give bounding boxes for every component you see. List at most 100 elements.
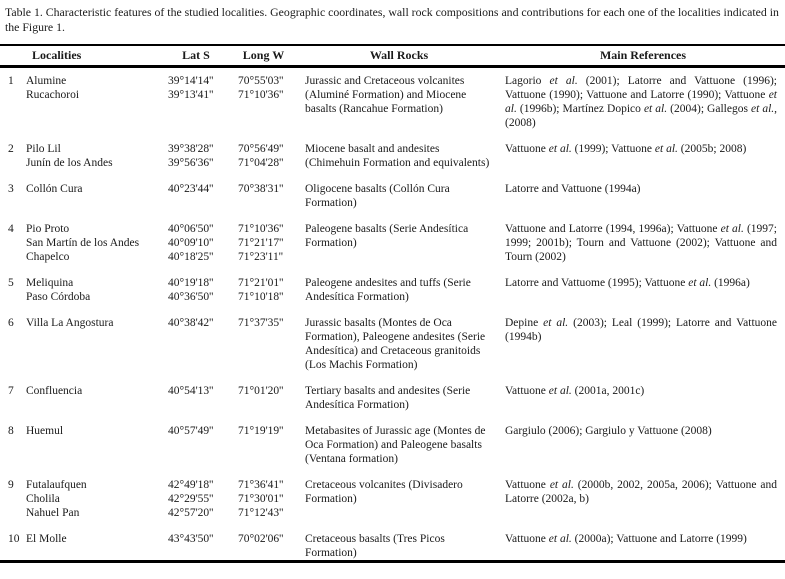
longitude-value: 71°10'36'' xyxy=(238,89,284,101)
latitude-values: 40°57'49'' xyxy=(168,424,238,466)
row-number: 7 xyxy=(8,385,14,397)
row-number: 4 xyxy=(8,223,14,235)
wall-rocks-cell: Oligocene basalts (Collón Cura Formation… xyxy=(305,183,450,209)
column-header-localities: Localities xyxy=(32,48,82,62)
longitude-value: 71°04'28'' xyxy=(238,157,284,169)
table-row: 7 Confluencia 40°54'13'' 71°01'20'' Tertiary… xyxy=(8,384,785,412)
latitude-values: 40°23'44'' xyxy=(168,182,238,210)
latitude-values: 40°38'42'' xyxy=(168,316,238,372)
references-cell: Gargiulo (2006); Gargiulo y Vattuone (20… xyxy=(505,425,712,437)
table-header-row: Localities Lat S Long W Wall Rocks Main … xyxy=(0,46,785,65)
latitude-value: 40°23'44'' xyxy=(168,183,214,195)
table-row: 4 Pio Proto San Martín de los Andes Chapelc… xyxy=(8,222,785,264)
latitude-values: 40°19'18'' 40°36'50'' xyxy=(168,276,238,304)
locality-names: Pilo Lil Junín de los Andes xyxy=(26,142,168,170)
locality-name: Pilo Lil xyxy=(26,143,61,155)
references-cell: Latorre and Vattuome (1995); Vattuone et… xyxy=(505,277,750,289)
locality-name: Huemul xyxy=(26,425,64,437)
latitude-value: 39°13'41'' xyxy=(168,89,214,101)
locality-name: Cholila xyxy=(26,493,60,505)
longitude-values: 70°55'03'' 71°10'36'' xyxy=(238,74,305,130)
locality-names: Alumine Rucachoroi xyxy=(26,74,168,130)
locality-name: El Molle xyxy=(26,533,67,545)
longitude-values: 71°01'20'' xyxy=(238,384,305,412)
longitude-value: 71°37'35'' xyxy=(238,317,284,329)
row-number: 1 xyxy=(8,75,14,87)
bottom-rule xyxy=(0,560,785,563)
table-body: 1 Alumine Rucachoroi 39°14'14'' 39°13'41'' 70… xyxy=(0,68,785,560)
latitude-values: 40°54'13'' xyxy=(168,384,238,412)
table-row: 8 Huemul 40°57'49'' 71°19'19'' Metabasites o… xyxy=(8,424,785,466)
references-cell: Lagorio et al. (2001); Latorre and Vattu… xyxy=(505,75,778,129)
longitude-value: 70°55'03'' xyxy=(238,75,284,87)
latitude-value: 40°19'18'' xyxy=(168,277,214,289)
row-number: 10 xyxy=(8,533,20,545)
wall-rocks-cell: Paleogene basalts (Serie Andesítica Form… xyxy=(305,223,469,249)
latitude-value: 43°43'50'' xyxy=(168,533,214,545)
column-header-main-references: Main References xyxy=(599,48,687,62)
locality-name: Futalaufquen xyxy=(26,479,87,491)
locality-names: El Molle xyxy=(26,532,168,560)
locality-name: San Martín de los Andes xyxy=(26,237,140,249)
longitude-value: 71°12'43'' xyxy=(238,507,284,519)
latitude-value: 42°29'55'' xyxy=(168,493,214,505)
longitude-values: 71°36'41'' 71°30'01'' 71°12'43'' xyxy=(238,478,305,520)
latitude-value: 42°49'18'' xyxy=(168,479,214,491)
latitude-values: 39°38'28'' 39°56'36'' xyxy=(168,142,238,170)
longitude-values: 70°02'06'' xyxy=(238,532,305,560)
row-number: 2 xyxy=(8,143,14,155)
latitude-value: 40°57'49'' xyxy=(168,425,214,437)
locality-name: Alumine xyxy=(26,75,67,87)
locality-names: Meliquina Paso Córdoba xyxy=(26,276,168,304)
longitude-value: 71°10'18'' xyxy=(238,291,284,303)
locality-names: Collón Cura xyxy=(26,182,168,210)
column-header-wall-rocks: Wall Rocks xyxy=(369,48,429,62)
longitude-value: 71°10'36'' xyxy=(238,223,284,235)
references-cell: Vattuone and Latorre (1994, 1996a); Vatt… xyxy=(505,223,777,263)
longitude-values: 70°56'49'' 71°04'28'' xyxy=(238,142,305,170)
latitude-value: 39°56'36'' xyxy=(168,157,214,169)
wall-rocks-cell: Metabasites of Jurassic age (Montes de O… xyxy=(305,425,486,465)
longitude-values: 71°19'19'' xyxy=(238,424,305,466)
locality-name: Paso Córdoba xyxy=(26,291,91,303)
locality-name: Chapelco xyxy=(26,251,70,263)
latitude-value: 40°06'50'' xyxy=(168,223,214,235)
table-row: 3 Collón Cura 40°23'44'' 70°38'31'' Oligocen… xyxy=(8,182,785,210)
top-rule xyxy=(0,44,785,46)
latitude-value: 40°18'25'' xyxy=(168,251,214,263)
locality-name: Villa La Angostura xyxy=(26,317,114,329)
latitude-values: 40°06'50'' 40°09'10'' 40°18'25'' xyxy=(168,222,238,264)
longitude-value: 71°01'20'' xyxy=(238,385,284,397)
references-cell: Vattuone et al. (2000a); Vattuone and La… xyxy=(505,533,747,545)
longitude-value: 71°23'11'' xyxy=(238,251,283,263)
wall-rocks-cell: Cretaceous volcanites (Divisadero Format… xyxy=(305,479,463,505)
wall-rocks-cell: Jurassic and Cretaceous volcanites (Alum… xyxy=(305,75,467,115)
longitude-value: 71°21'01'' xyxy=(238,277,284,289)
table-caption: Table 1. Characteristic features of the … xyxy=(5,5,779,34)
latitude-value: 40°09'10'' xyxy=(168,237,214,249)
row-number: 8 xyxy=(8,425,14,437)
wall-rocks-cell: Tertiary basalts and andesites (Serie An… xyxy=(305,385,471,411)
locality-names: Villa La Angostura xyxy=(26,316,168,372)
longitude-value: 71°19'19'' xyxy=(238,425,284,437)
table-row: 10 El Molle 43°43'50'' 70°02'06'' Cretaceous… xyxy=(8,532,785,560)
locality-names: Futalaufquen Cholila Nahuel Pan xyxy=(26,478,168,520)
wall-rocks-cell: Miocene basalt and andesites (Chimehuin … xyxy=(305,143,490,169)
table-row: 2 Pilo Lil Junín de los Andes 39°38'28'' 39°… xyxy=(8,142,785,170)
longitude-value: 70°56'49'' xyxy=(238,143,284,155)
locality-name: Junín de los Andes xyxy=(26,157,113,169)
table-row: 9 Futalaufquen Cholila Nahuel Pan 42°49'18''… xyxy=(8,478,785,520)
latitude-value: 42°57'20'' xyxy=(168,507,214,519)
latitude-value: 40°38'42'' xyxy=(168,317,214,329)
locality-name: Rucachoroi xyxy=(26,89,80,101)
latitude-values: 43°43'50'' xyxy=(168,532,238,560)
wall-rocks-cell: Paleogene andesites and tuffs (Serie And… xyxy=(305,277,471,303)
table-row: 5 Meliquina Paso Córdoba 40°19'18'' 40°36'50… xyxy=(8,276,785,304)
header-rule xyxy=(0,65,785,68)
references-cell: Vattuone et al. (2001a, 2001c) xyxy=(505,385,645,397)
longitude-values: 71°21'01'' 71°10'18'' xyxy=(238,276,305,304)
references-cell: Vattuone et al. (2000b, 2002, 2005a, 200… xyxy=(505,479,777,505)
latitude-values: 42°49'18'' 42°29'55'' 42°57'20'' xyxy=(168,478,238,520)
row-number: 9 xyxy=(8,479,14,491)
